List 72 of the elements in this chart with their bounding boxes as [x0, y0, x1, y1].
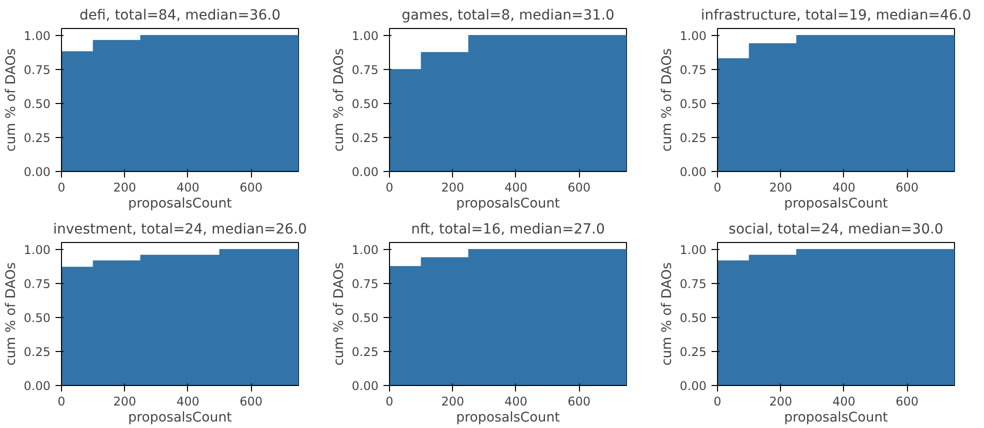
- x-tick-label: 0: [58, 394, 66, 408]
- y-tick-label: 1.00: [24, 242, 50, 257]
- y-tick-label: 0.50: [24, 96, 50, 111]
- x-axis-title: proposalsCount: [456, 196, 560, 212]
- y-axis-title: cum % of DAOs: [332, 48, 347, 152]
- x-axis-title: proposalsCount: [784, 410, 888, 426]
- y-tick-label: 0.25: [24, 344, 50, 359]
- y-tick-label: 0.50: [24, 310, 50, 325]
- y-tick-label: 0.50: [680, 310, 706, 325]
- y-tick-label: 1.00: [352, 28, 378, 43]
- y-axis-title: cum % of DAOs: [4, 48, 19, 152]
- x-tick-label: 400: [176, 180, 200, 194]
- x-tick-label: 400: [832, 180, 856, 194]
- y-tick-label: 0.75: [24, 62, 50, 77]
- y-tick-label: 0.25: [352, 344, 378, 359]
- x-tick-label: 600: [896, 180, 919, 194]
- x-tick-label: 200: [769, 180, 792, 194]
- chart-title: infrastructure, total=19, median=46.0: [700, 8, 972, 24]
- x-tick-label: 600: [240, 180, 263, 194]
- y-tick-label: 0.75: [24, 276, 50, 291]
- y-tick-label: 0.00: [680, 165, 706, 179]
- x-tick-label: 200: [441, 180, 464, 194]
- y-axis-title: cum % of DAOs: [4, 262, 19, 366]
- y-axis-title: cum % of DAOs: [660, 48, 675, 152]
- x-tick-label: 400: [176, 394, 200, 408]
- y-tick-label: 0.50: [352, 310, 378, 325]
- x-axis-title: proposalsCount: [128, 196, 232, 212]
- x-tick-label: 200: [113, 180, 136, 194]
- x-axis-title: proposalsCount: [128, 410, 232, 426]
- chart-title: games, total=8, median=31.0: [402, 8, 614, 24]
- x-tick-label: 400: [504, 180, 528, 194]
- x-axis-title: proposalsCount: [456, 410, 560, 426]
- y-tick-label: 1.00: [24, 28, 50, 43]
- y-tick-label: 0.75: [680, 62, 706, 77]
- chart-title: social, total=24, median=30.0: [728, 222, 944, 238]
- x-tick-label: 0: [58, 180, 66, 194]
- x-tick-label: 600: [568, 394, 591, 408]
- x-tick-label: 200: [769, 394, 792, 408]
- x-tick-label: 0: [386, 394, 394, 408]
- x-tick-label: 0: [386, 180, 394, 194]
- x-tick-label: 200: [441, 394, 464, 408]
- x-tick-label: 200: [113, 394, 136, 408]
- y-tick-label: 1.00: [680, 242, 706, 257]
- y-tick-label: 0.00: [352, 165, 378, 179]
- y-axis-title: cum % of DAOs: [660, 262, 675, 366]
- y-tick-label: 0.75: [352, 276, 378, 291]
- x-tick-label: 600: [240, 394, 263, 408]
- x-tick-label: 400: [504, 394, 528, 408]
- x-tick-label: 0: [714, 180, 722, 194]
- y-tick-label: 0.75: [680, 276, 706, 291]
- y-tick-label: 1.00: [680, 28, 706, 43]
- x-tick-label: 400: [832, 394, 856, 408]
- y-tick-label: 0.75: [352, 62, 378, 77]
- y-tick-label: 0.50: [352, 96, 378, 111]
- x-tick-label: 600: [896, 394, 919, 408]
- y-tick-label: 1.00: [352, 242, 378, 257]
- y-tick-label: 0.25: [680, 130, 706, 145]
- y-axis-title: cum % of DAOs: [332, 262, 347, 366]
- x-tick-label: 0: [714, 394, 722, 408]
- y-tick-label: 0.25: [352, 130, 378, 145]
- y-tick-label: 0.25: [680, 344, 706, 359]
- y-tick-label: 0.00: [352, 379, 378, 393]
- y-tick-label: 0.50: [680, 96, 706, 111]
- x-tick-label: 600: [568, 180, 591, 194]
- y-tick-label: 0.00: [680, 379, 706, 393]
- chart-title: defi, total=84, median=36.0: [79, 8, 281, 24]
- y-tick-label: 0.25: [24, 130, 50, 145]
- x-axis-title: proposalsCount: [784, 196, 888, 212]
- y-tick-label: 0.00: [24, 379, 50, 393]
- chart-title: investment, total=24, median=26.0: [53, 222, 307, 238]
- chart-title: nft, total=16, median=27.0: [411, 222, 605, 238]
- y-tick-label: 0.00: [24, 165, 50, 179]
